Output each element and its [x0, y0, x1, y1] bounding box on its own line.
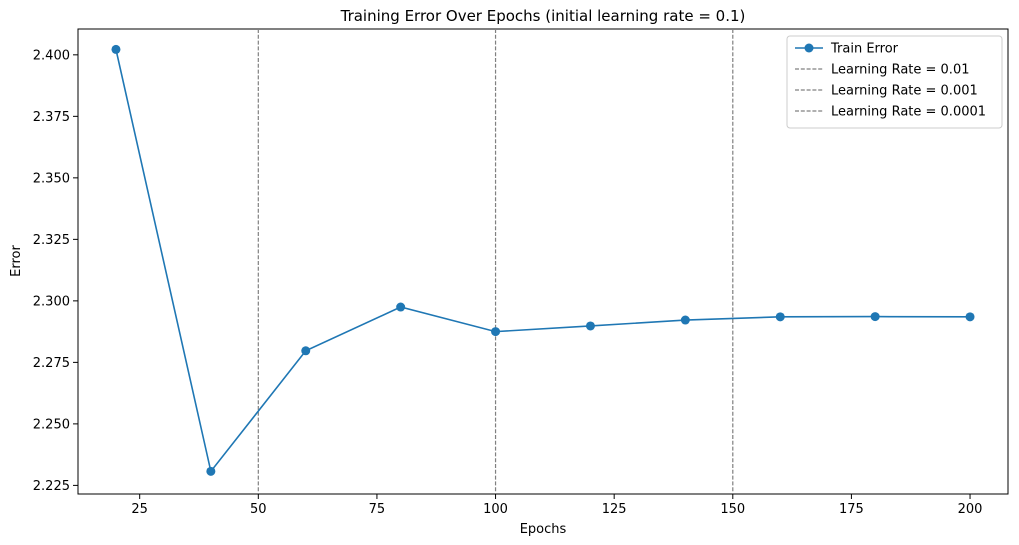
series-line	[115, 49, 971, 474]
data-point	[206, 466, 216, 476]
y-axis: 2.225 2.250 2.275 2.300 2.325 2.350 2.375 2.400	[33, 48, 78, 494]
data-point	[775, 312, 785, 322]
y-tick-label: 2.250	[33, 417, 70, 432]
chart-title: Training Error Over Epochs (initial lear…	[340, 7, 746, 25]
y-tick-label: 2.275	[33, 356, 70, 371]
x-axis-label: Epochs	[520, 522, 567, 537]
data-point	[585, 321, 595, 331]
x-tick-label: 50	[250, 502, 267, 517]
y-tick-label: 2.225	[33, 479, 70, 494]
legend-label: Learning Rate = 0.01	[831, 63, 969, 78]
x-tick-label: 150	[720, 502, 745, 517]
data-point	[301, 346, 311, 356]
legend-label: Learning Rate = 0.001	[831, 84, 978, 99]
x-axis: 25 50 75 100 125 150 175 200	[131, 494, 982, 517]
x-tick-label: 75	[369, 502, 386, 517]
y-tick-label: 2.375	[33, 110, 70, 125]
x-tick-label: 200	[958, 502, 983, 517]
x-tick-label: 100	[483, 502, 508, 517]
plot-area	[77, 28, 1009, 495]
legend-label: Learning Rate = 0.0001	[831, 105, 986, 120]
data-point	[111, 44, 121, 54]
y-tick-label: 2.350	[33, 171, 70, 186]
legend: Train Error Learning Rate = 0.01 Learning …	[786, 35, 1003, 129]
data-point	[491, 327, 501, 337]
legend-label: Train Error	[830, 42, 899, 57]
x-tick-label: 125	[602, 502, 627, 517]
plot-frame	[77, 28, 1009, 495]
y-tick-label: 2.400	[33, 48, 70, 63]
x-tick-label: 175	[839, 502, 864, 517]
data-point	[870, 312, 880, 322]
y-tick-label: 2.300	[33, 294, 70, 309]
x-tick-label: 25	[131, 502, 148, 517]
data-point	[965, 312, 975, 322]
y-axis-label: Error	[9, 245, 24, 277]
legend-swatch-marker	[804, 43, 814, 53]
data-point	[396, 302, 406, 312]
legend-box	[786, 35, 1003, 129]
data-point	[680, 315, 690, 325]
y-tick-label: 2.325	[33, 233, 70, 248]
